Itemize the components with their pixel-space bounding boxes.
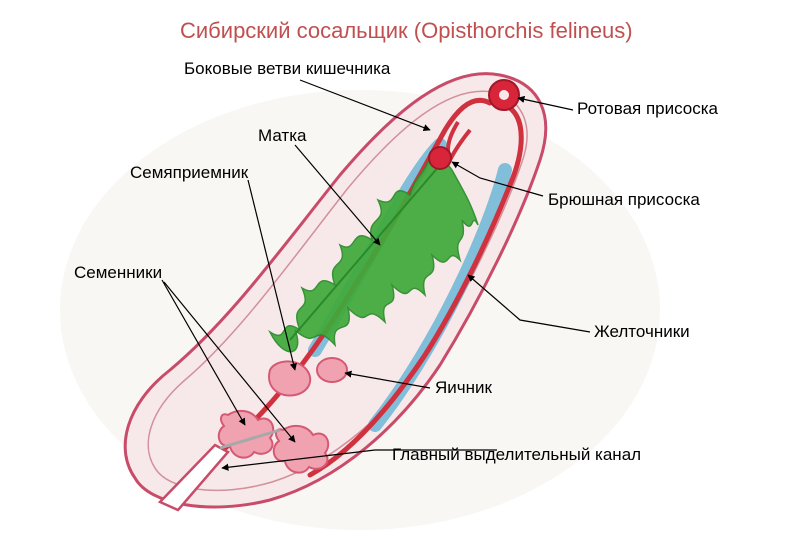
oral-sucker-hole [499,90,509,100]
diagram-title: Сибирский сосальщик (Opisthorchis feline… [180,18,633,44]
label-intestine-branches: Боковые ветви кишечника [184,59,390,79]
ovary [317,358,347,382]
label-excretory-canal: Главный выделительный канал [392,445,641,465]
label-ventral-sucker: Брюшная присоска [548,190,700,210]
label-vitellaria: Желточники [594,322,690,342]
label-ovary: Яичник [435,378,492,398]
label-seminal-receptacle: Семяприемник [130,163,248,183]
seminal-receptacle [269,361,310,395]
label-uterus: Матка [258,126,307,146]
label-oral-sucker: Ротовая присоска [577,99,718,119]
label-testes: Семенники [74,263,162,283]
ventral-sucker [429,147,451,169]
